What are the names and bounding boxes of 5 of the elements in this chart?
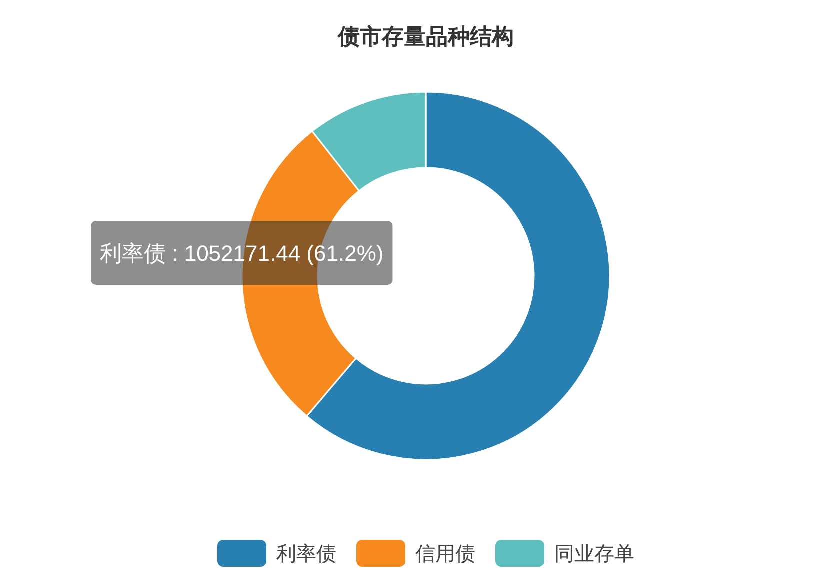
- title: 债市存量品种结构: [338, 24, 514, 49]
- legend-label: 信用债: [416, 544, 476, 566]
- legend: 利率债 信用债 同业存单: [218, 540, 634, 567]
- legend-label: 同业存单: [554, 544, 634, 566]
- legend-label: 利率债: [276, 544, 336, 566]
